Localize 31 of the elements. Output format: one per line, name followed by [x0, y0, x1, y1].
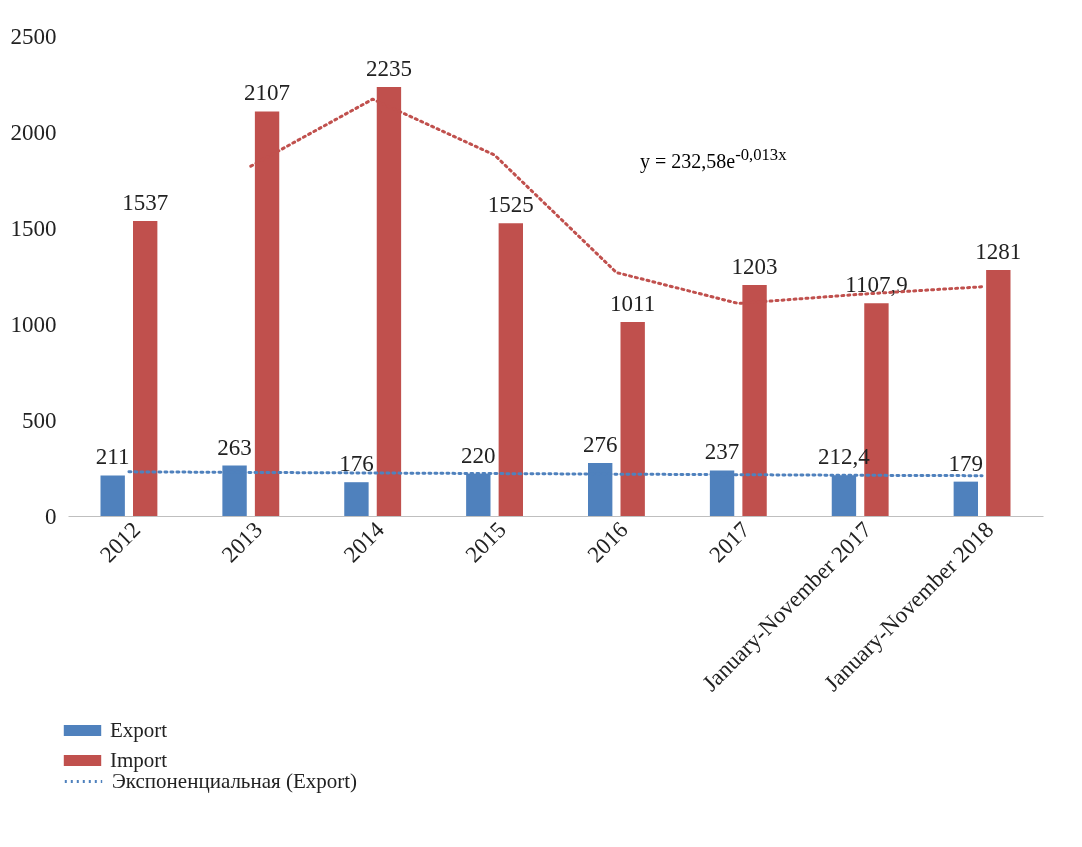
data-label: 1281 — [975, 239, 1022, 265]
y-tick-label: 2500 — [10, 23, 57, 49]
y-tick-label: 1500 — [10, 215, 57, 241]
data-label: 211 — [95, 444, 130, 470]
data-label: 1011 — [610, 290, 656, 316]
data-label: 263 — [217, 434, 252, 460]
data-label: 276 — [582, 432, 618, 458]
y-tick-label: 1000 — [10, 311, 57, 337]
y-tick-label: 500 — [22, 407, 57, 433]
bar — [100, 475, 125, 516]
data-label: 1107,9 — [845, 272, 908, 298]
bar — [953, 481, 978, 516]
bar — [986, 270, 1011, 516]
annotation: y = 232,58e$^{-0,013x}$ — [640, 145, 787, 173]
data-label: 2235 — [365, 55, 412, 81]
data-label: 176 — [339, 451, 374, 477]
bar — [344, 482, 369, 516]
y-tick-label: 0 — [45, 503, 57, 529]
data-label: 1537 — [122, 189, 169, 215]
bar — [620, 321, 645, 516]
data-label: 220 — [461, 442, 496, 468]
data-label: 1525 — [487, 192, 534, 218]
data-label: 179 — [948, 450, 984, 476]
bar — [498, 223, 523, 516]
y-tick-label: 2000 — [10, 119, 57, 145]
data-label: 2107 — [244, 80, 291, 106]
bar — [133, 220, 158, 516]
legend-label: Import — [110, 747, 168, 772]
legend-label: Export — [110, 717, 168, 742]
data-label: 237 — [704, 439, 740, 465]
data-label: 1203 — [731, 254, 778, 280]
